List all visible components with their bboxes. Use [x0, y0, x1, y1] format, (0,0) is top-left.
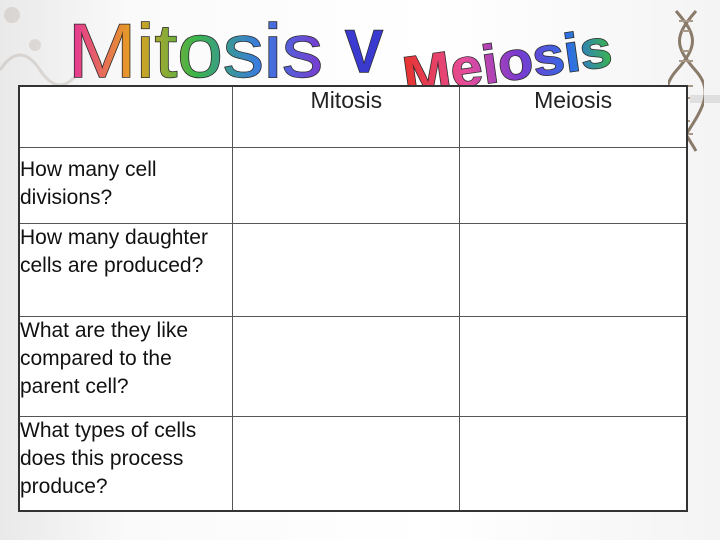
answer-cell-meiosis[interactable] — [459, 223, 688, 317]
table-row: How many daughter cells are produced? — [18, 223, 688, 317]
column-header-mitosis: Mitosis — [232, 85, 461, 148]
table-corner-cell — [18, 85, 234, 148]
page-title: Mitosis V Meiosis — [0, 0, 720, 90]
table-row: What are they like compared to the paren… — [18, 316, 688, 417]
answer-cell-mitosis[interactable] — [232, 316, 461, 417]
title-mitosis-word: Mitosis — [68, 9, 323, 90]
answer-cell-mitosis[interactable] — [232, 223, 461, 317]
row-question: What are they like compared to the paren… — [18, 316, 234, 417]
row-question: How many cell divisions? — [18, 147, 234, 224]
answer-cell-meiosis[interactable] — [459, 416, 688, 511]
answer-cell-mitosis[interactable] — [232, 416, 461, 511]
table-header-row: Mitosis Meiosis — [18, 85, 688, 148]
row-question: What types of cells does this process pr… — [18, 416, 234, 511]
answer-cell-meiosis[interactable] — [459, 147, 688, 224]
answer-cell-meiosis[interactable] — [459, 316, 688, 417]
table-row: How many cell divisions? — [18, 147, 688, 224]
row-question: How many daughter cells are produced? — [18, 223, 234, 317]
title-meiosis-word: Meiosis — [399, 18, 615, 90]
answer-cell-mitosis[interactable] — [232, 147, 461, 224]
title-versus: V — [345, 18, 383, 85]
column-header-meiosis: Meiosis — [459, 85, 688, 148]
table-row: What types of cells does this process pr… — [18, 416, 688, 511]
comparison-table: Mitosis Meiosis How many cell divisions?… — [18, 85, 688, 512]
